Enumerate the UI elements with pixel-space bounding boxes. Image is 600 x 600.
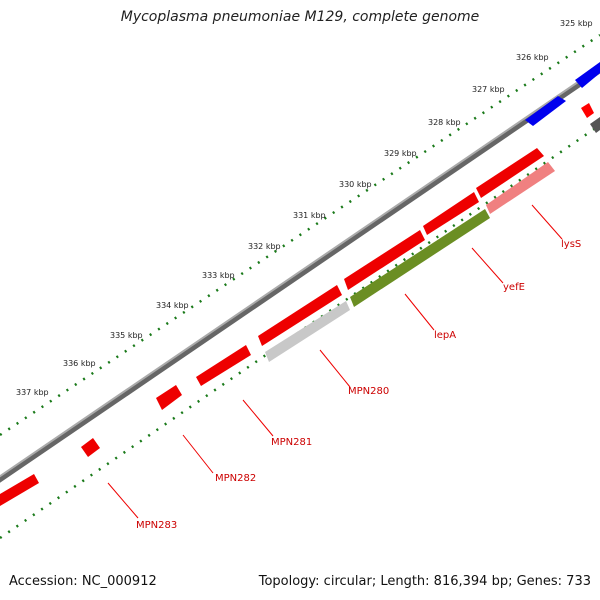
gene-label[interactable]: MPN283 xyxy=(136,520,177,531)
label-leader-line xyxy=(471,247,504,284)
gene-arrow[interactable] xyxy=(590,117,600,133)
ruler-label: 328 kbp xyxy=(428,118,461,127)
label-leader-line xyxy=(531,204,563,240)
ruler-label: 337 kbp xyxy=(16,388,49,397)
gene-label[interactable]: MPN280 xyxy=(348,386,389,397)
gene-label[interactable]: yefE xyxy=(503,282,525,293)
label-leader-line xyxy=(182,434,214,474)
gene-arrow-MPN280[interactable] xyxy=(265,301,350,362)
inner-tick-track xyxy=(0,123,600,540)
gene-arrow-lepA[interactable] xyxy=(350,209,490,307)
genome-title: Mycoplasma pneumoniae M129, complete gen… xyxy=(120,9,480,25)
genome-summary-text: Topology: circular; Length: 816,394 bp; … xyxy=(258,574,591,589)
ruler-label: 335 kbp xyxy=(110,331,143,340)
gene-arrow[interactable] xyxy=(0,474,39,506)
ruler-label: 334 kbp xyxy=(156,301,189,310)
ruler-label: 329 kbp xyxy=(384,149,417,158)
forward-gene-arrow[interactable] xyxy=(575,62,600,88)
gene-label[interactable]: lepA xyxy=(434,330,456,341)
label-leader-line xyxy=(319,349,351,388)
label-leader-line xyxy=(242,399,274,437)
gene-arrow-lysS[interactable] xyxy=(486,162,555,214)
gene-label[interactable]: MPN282 xyxy=(215,473,256,484)
ruler-label: 325 kbp xyxy=(560,19,593,28)
ruler-label: 327 kbp xyxy=(472,85,505,94)
gene-arrow[interactable] xyxy=(344,230,425,290)
gene-label[interactable]: MPN281 xyxy=(271,437,312,448)
gene-arrow[interactable] xyxy=(581,103,594,118)
gene-arrow[interactable] xyxy=(258,285,342,346)
ruler-label: 326 kbp xyxy=(516,53,549,62)
outer-tick-track xyxy=(0,33,600,437)
gene-arrow[interactable] xyxy=(476,148,544,198)
gene-arrow[interactable] xyxy=(81,438,100,457)
accession-text: Accession: NC_000912 xyxy=(9,574,157,589)
gene-arrow[interactable] xyxy=(196,345,251,386)
ruler-label: 333 kbp xyxy=(202,271,235,280)
genome-backbone xyxy=(0,67,600,483)
ruler-label: 336 kbp xyxy=(63,359,96,368)
gene-label[interactable]: lysS xyxy=(561,239,581,250)
ruler-label: 332 kbp xyxy=(248,242,281,251)
gene-arrow[interactable] xyxy=(156,385,182,410)
ruler-label: 330 kbp xyxy=(339,180,372,189)
gene-arrow[interactable] xyxy=(423,192,479,235)
ruler-label: 331 kbp xyxy=(293,211,326,220)
label-leader-line xyxy=(107,482,139,519)
forward-gene-arrow[interactable] xyxy=(525,96,566,126)
label-leader-line xyxy=(404,293,435,331)
genome-backbone-highlight xyxy=(0,66,600,478)
